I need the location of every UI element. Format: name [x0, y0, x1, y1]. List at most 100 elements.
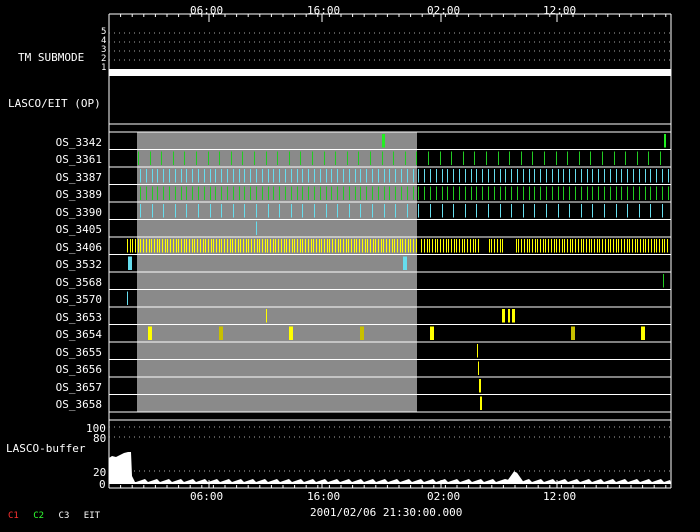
os-row-label: OS_3342 — [55, 136, 102, 149]
footer-timestamp: 2001/02/06 21:30:00.000 — [310, 506, 463, 519]
os-row-tick — [302, 204, 303, 218]
os-row-tick — [546, 186, 547, 200]
os-row-tick — [326, 186, 327, 200]
os-row-tick — [198, 204, 199, 218]
os-row-tick — [173, 151, 174, 165]
os-row-label: OS_3657 — [55, 381, 102, 394]
os-row-tick — [614, 151, 615, 165]
os-row-tick — [621, 239, 622, 253]
os-row-tick — [463, 151, 464, 165]
os-row-tick — [332, 239, 333, 253]
os-row-tick — [500, 204, 501, 218]
os-row-tick — [418, 204, 419, 218]
os-row-tick — [416, 151, 417, 165]
os-row-tick — [410, 239, 411, 253]
os-row-tick — [545, 239, 546, 253]
os-row-tick — [413, 186, 414, 200]
os-row-tick — [279, 204, 280, 218]
os-row-tick — [372, 169, 373, 183]
os-row-tick — [540, 169, 541, 183]
os-row-tick — [610, 239, 611, 253]
os-row-label: OS_3653 — [55, 311, 102, 324]
os-row-tick — [570, 239, 571, 253]
os-row-tick — [575, 186, 576, 200]
os-row-label: OS_3658 — [55, 398, 102, 411]
os-row-tick — [358, 151, 359, 165]
os-row-tick — [204, 186, 205, 200]
os-row-tick — [165, 239, 166, 253]
os-row-tick — [590, 151, 591, 165]
os-row-tick — [224, 239, 225, 253]
os-row-tick — [552, 169, 553, 183]
os-row-tick — [389, 169, 390, 183]
os-row-tick — [505, 186, 506, 200]
os-row-tick — [338, 239, 339, 253]
os-row-tick — [664, 239, 665, 253]
os-row-tick — [604, 204, 605, 218]
os-row-tick — [157, 169, 158, 183]
os-row-tick — [583, 239, 584, 253]
os-row-tick — [127, 291, 128, 305]
os-row-tick — [370, 239, 371, 253]
os-row-tick — [169, 186, 170, 200]
os-row-tick — [365, 239, 366, 253]
os-row-tick — [347, 151, 348, 165]
os-row-tick — [256, 169, 257, 183]
os-row-tick — [308, 239, 309, 253]
os-row-tick — [407, 186, 408, 200]
os-row-tick — [278, 239, 279, 253]
os-row-tick — [232, 239, 233, 253]
os-row-tick — [437, 239, 438, 253]
os-row-tick — [356, 239, 357, 253]
os-row-tick — [521, 151, 522, 165]
os-row-tick — [326, 169, 327, 183]
os-row-tick — [440, 239, 441, 253]
os-row-tick — [552, 186, 553, 200]
os-row-tick — [586, 239, 587, 253]
os-row-tick — [640, 239, 641, 253]
os-row-tick — [500, 186, 501, 200]
os-row-tick — [563, 186, 564, 200]
os-row-tick — [508, 309, 510, 323]
os-row-tick — [575, 239, 576, 253]
tm-level-5: 5 — [101, 27, 107, 37]
os-row-tick — [554, 239, 555, 253]
os-row-tick — [459, 239, 460, 253]
os-row-tick — [259, 239, 260, 253]
os-row-tick — [248, 239, 249, 253]
os-row-label: OS_3532 — [55, 258, 102, 271]
os-row-tick — [140, 239, 141, 253]
os-row-tick — [163, 169, 164, 183]
os-row-tick — [567, 151, 568, 165]
os-row-tick — [138, 239, 139, 253]
os-row-tick — [602, 239, 603, 253]
os-row-tick — [475, 239, 476, 253]
os-row-tick — [378, 186, 379, 200]
os-row-tick — [529, 186, 530, 200]
os-row-tick — [140, 204, 141, 218]
os-row-tick — [589, 239, 590, 253]
os-row-tick — [285, 169, 286, 183]
os-row-tick — [154, 239, 155, 253]
os-row-tick — [281, 239, 282, 253]
os-row-tick — [667, 239, 668, 253]
os-row-tick — [453, 186, 454, 200]
os-row-tick — [616, 169, 617, 183]
os-row-tick — [471, 186, 472, 200]
os-row-tick — [405, 151, 406, 165]
os-row-tick — [378, 169, 379, 183]
os-row-tick — [401, 186, 402, 200]
os-row-tick — [198, 186, 199, 200]
os-row-tick — [456, 239, 457, 253]
os-row-tick — [569, 169, 570, 183]
os-row-tick — [564, 239, 565, 253]
os-row-tick — [562, 239, 563, 253]
os-row-tick — [624, 239, 625, 253]
os-row-tick — [632, 239, 633, 253]
os-row-tick — [663, 274, 664, 288]
os-row-tick — [386, 239, 387, 253]
os-row-tick — [355, 169, 356, 183]
os-row-tick — [637, 239, 638, 253]
os-row-tick — [210, 186, 211, 200]
os-row-tick — [146, 239, 147, 253]
